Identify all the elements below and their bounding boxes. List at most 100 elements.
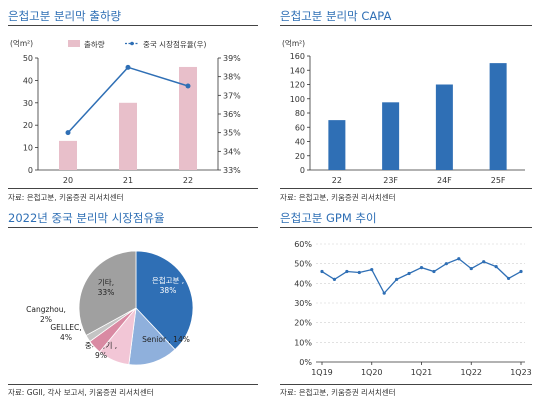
pie-slice-label: 은첩고분 , 38% [152,276,184,295]
legend-line-label: 중국 시장점유율(우) [143,39,207,49]
x-tick-label: 1Q22 [460,368,482,377]
gpm-point [494,265,498,269]
gpm-point [395,277,399,281]
gpm-point [457,257,461,261]
x-tick-label: 20 [63,176,73,185]
y-tick-label: 120 [290,81,305,90]
pie-slice-label: 기타, 33% [98,278,115,297]
y2-tick-label: 33% [223,166,241,175]
market-share-panel: 2022년 중국 분리막 시장점유율 은첩고분 , 38% Senior , 14%… [8,210,258,403]
source-note: 자료: 은첩고분, 키움증권 리서치센터 [280,193,396,202]
y2-tick-label: 38% [223,73,241,82]
source-note: 자료: GGII, 각사 보고서, 키움증권 리서치센터 [8,388,154,397]
source-divider [8,384,258,385]
gpm-point [357,270,361,275]
capa-bar [489,63,507,170]
pie-slice [135,250,194,351]
capa-bar [328,120,346,170]
source-note: 자료: 은첩고분, 키움증권 리서치센터 [8,193,124,202]
gpm-point [332,277,337,281]
legend-bar-swatch [68,40,80,47]
y-tick-label: 50 [23,54,33,63]
legend-bar-label: 출하량 [84,39,105,49]
source-divider [280,384,532,385]
x-tick-label: 22 [183,176,193,185]
gpm-point [482,260,486,264]
gpm-point [444,262,448,266]
gpm-point [370,267,374,272]
y-tick-label: 0% [299,358,312,367]
x-tick-label: 23F [383,176,398,185]
chart-title: 은첩고분 분리막 출하량 [8,9,122,23]
y2-tick-label: 35% [223,129,241,138]
gpm-point [419,266,424,270]
title-underline [8,25,258,26]
y-tick-label: 10% [294,338,312,347]
y-tick-label: 50% [294,260,312,269]
y-tick-label: 10 [23,144,33,153]
y-tick-label: 100 [290,95,305,104]
title-underline [280,227,532,228]
y-tick-label: 0 [300,166,305,175]
source-note: 자료: 은첩고분, 키움증권 리서치센터 [280,388,396,397]
market-share-point [185,83,191,89]
x-tick-label: 25F [491,176,506,185]
y-tick-label: 40 [295,138,305,147]
gpm-point [432,269,436,274]
pie-slice-label: Senior , 14% [142,335,190,344]
gpm-point [506,276,511,281]
x-tick-label: 21 [123,176,133,185]
source-divider [280,188,532,189]
x-tick-label: 22 [332,176,342,185]
y2-tick-label: 36% [223,110,241,119]
market-share-point [125,64,131,70]
unit-label: (억m²) [282,39,305,48]
gpm-point [345,269,349,274]
shipment-bar [59,140,77,170]
unit-label: (억m²) [10,39,33,48]
x-tick-label: 24F [437,176,452,185]
shipment-bar [179,66,197,170]
y2-tick-label: 34% [223,147,241,156]
market-share-chart: 은첩고분 ,38%Senior , 14%중재과기 ,9%GELLEC,4%Ca… [26,250,194,366]
shipments-chart: (억m²) 출하량 중국 시장점유율(우) 0 10 20 30 40 50 33% 34% 35% 3… [10,39,241,185]
chart-title: 2022년 중국 분리막 시장점유율 [8,211,165,225]
legend-line-marker [130,41,134,46]
gpm-point [320,269,324,274]
chart-title: 은첩고분 분리막 CAPA [280,9,392,23]
y-tick-label: 60% [294,240,312,249]
x-tick-label: 1Q19 [311,368,333,377]
pie-slice [78,250,137,337]
y-tick-label: 20% [294,319,312,328]
y-tick-label: 20 [23,121,33,130]
capa-panel: 은첩고분 분리막 CAPA (억m²) 0 20 40 60 80 100 120 140 160… [280,8,532,203]
gpm-point [469,266,473,271]
y-tick-label: 160 [290,52,305,61]
y2-tick-label: 37% [223,91,241,100]
y2-tick-label: 39% [223,54,241,63]
y-tick-label: 140 [290,66,305,75]
chart-title: 은첩고분 GPM 추이 [280,211,377,225]
shipments-panel: 은첩고분 분리막 출하량 (억m²) 출하량 중국 시장점유율(우) 0 10 20 30 4… [8,8,258,203]
y-tick-label: 60 [295,123,305,132]
capa-bar [382,102,400,170]
y-tick-label: 30 [23,99,33,108]
x-tick-label: 1Q21 [411,368,433,377]
x-tick-label: 1Q23 [510,368,532,377]
gpm-point [519,269,523,274]
capa-chart: (억m²) 0 20 40 60 80 100 120 140 160 22 23F 24F 25F [282,39,525,185]
y-tick-label: 40 [23,76,33,85]
x-tick-label: 1Q20 [361,368,383,377]
y-tick-label: 0 [28,166,33,175]
y-tick-label: 30% [294,299,312,308]
gpm-point [407,271,411,276]
source-divider [8,188,258,189]
y-tick-label: 40% [294,279,312,288]
gpm-chart: 0% 10% 20% 30% 40% 50% 60% 1Q19 1Q20 1Q21 1Q22 1Q23 [294,240,532,377]
y-tick-label: 20 [295,152,305,161]
title-underline [8,227,258,228]
gpm-point [382,291,386,295]
title-underline [280,25,532,26]
y-tick-label: 80 [295,109,305,118]
gpm-panel: 은첩고분 GPM 추이 0% 10% 20% 30% 40% 50% 60% 1Q19 1Q20… [280,210,532,403]
